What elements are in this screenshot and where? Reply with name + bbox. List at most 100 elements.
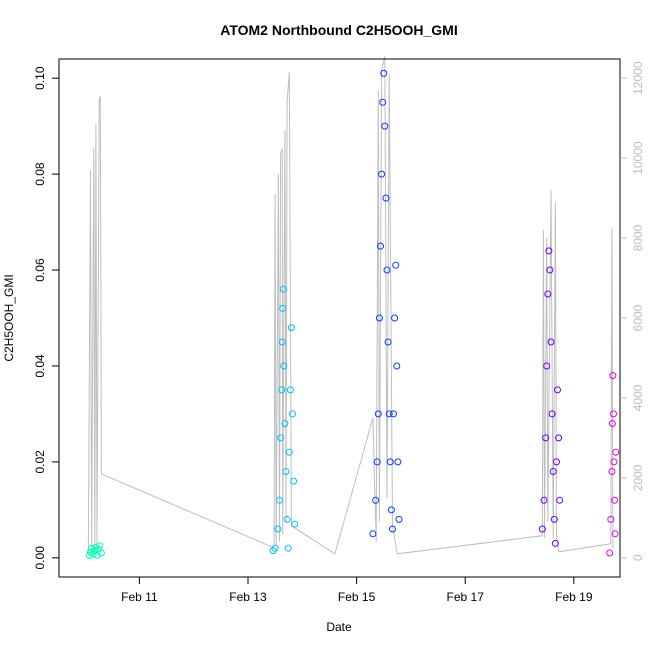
data-point [556, 496, 564, 504]
data-point [542, 434, 550, 442]
x-axis: Feb 11 Feb 13 Feb 15 Feb 17 Feb 19 [121, 576, 593, 604]
data-point [612, 448, 620, 456]
y2-tick-label: 10000 [631, 141, 645, 175]
plot-frame [58, 58, 621, 578]
data-point [610, 458, 618, 466]
data-point [284, 544, 292, 552]
x-tick-label: Feb 17 [447, 590, 485, 604]
y-tick-label: 0.06 [33, 258, 47, 282]
data-point [553, 458, 560, 466]
data-point [390, 410, 397, 418]
data-point [538, 525, 546, 533]
data-point [608, 468, 616, 475]
data-point [611, 496, 619, 504]
data-point [369, 530, 377, 538]
data-point [606, 549, 614, 557]
data-point [544, 290, 552, 298]
x-tick-label: Feb 15 [338, 590, 376, 604]
altitude-line [87, 56, 614, 556]
data-point [271, 544, 279, 552]
data-point [89, 550, 97, 558]
chart-title: ATOM2 Northbound C2H5OOH_GMI [220, 22, 457, 38]
data-point [550, 515, 558, 523]
y2-tick-label: 6000 [631, 304, 645, 331]
data-point [610, 410, 617, 418]
data-point [283, 515, 291, 523]
data-point [373, 458, 381, 466]
data-point [377, 242, 384, 250]
y-tick-label: 0.08 [33, 162, 47, 186]
data-point [278, 338, 286, 346]
data-point [391, 314, 399, 322]
data-point [383, 266, 391, 274]
y2-tick-label: 12000 [631, 61, 645, 95]
data-point [85, 551, 93, 559]
data-point [393, 362, 401, 370]
series-flight-4 [538, 247, 564, 547]
y-axis-label: C2H5OOH_GMI [2, 274, 16, 361]
data-point [394, 458, 402, 466]
data-point [384, 338, 392, 346]
data-point [378, 170, 386, 178]
data-point [290, 477, 298, 485]
data-points-layer [85, 69, 620, 559]
data-point [279, 304, 287, 312]
altitude-line-layer [87, 56, 614, 556]
data-point [280, 362, 288, 370]
data-point [555, 434, 563, 442]
data-point [551, 539, 559, 547]
data-point [289, 410, 296, 418]
data-point [287, 324, 295, 332]
data-point [382, 194, 390, 202]
data-point [285, 448, 293, 456]
data-point [385, 410, 393, 418]
data-point [279, 285, 287, 293]
data-point [372, 496, 380, 504]
data-point [548, 410, 556, 418]
x-tick-label: Feb 11 [121, 590, 158, 604]
data-point [609, 372, 617, 380]
y-tick-label: 0.00 [33, 546, 47, 570]
data-point [545, 247, 553, 255]
y-tick-label: 0.10 [33, 66, 47, 90]
y-axis-right: 0 2000 4000 6000 8000 10000 12000 [620, 61, 645, 561]
x-tick-label: Feb 13 [229, 590, 267, 604]
series-flight-1 [85, 542, 105, 559]
y-tick-label: 0.02 [33, 450, 47, 474]
data-point [374, 410, 382, 418]
data-point [607, 515, 615, 523]
data-point [96, 542, 104, 550]
data-point [395, 515, 403, 523]
data-point [375, 314, 383, 322]
data-point [276, 496, 283, 504]
data-point [540, 496, 548, 504]
series-flight-3 [369, 69, 403, 538]
data-point [547, 338, 555, 346]
data-point [608, 420, 616, 427]
series-flight-5 [606, 372, 620, 557]
data-point [381, 122, 389, 130]
y2-tick-label: 0 [631, 554, 645, 561]
data-point [387, 506, 395, 514]
data-point [392, 261, 400, 269]
data-point [386, 458, 394, 466]
data-point [611, 530, 619, 538]
data-point [281, 420, 289, 427]
data-point [546, 266, 554, 274]
data-point [543, 362, 551, 370]
data-point [379, 98, 387, 106]
data-point [286, 386, 294, 394]
x-tick-label: Feb 19 [555, 590, 593, 604]
data-point [277, 434, 285, 442]
data-point [291, 520, 299, 528]
data-point [282, 468, 290, 475]
data-point [389, 525, 396, 533]
y-axis-left: 0.00 0.02 0.04 0.06 0.08 0.10 [33, 66, 59, 569]
data-point [274, 525, 282, 533]
data-point [380, 69, 388, 77]
x-axis-label: Date [326, 620, 352, 634]
y2-tick-label: 4000 [631, 384, 645, 411]
data-point [97, 549, 105, 557]
data-point [554, 386, 561, 394]
